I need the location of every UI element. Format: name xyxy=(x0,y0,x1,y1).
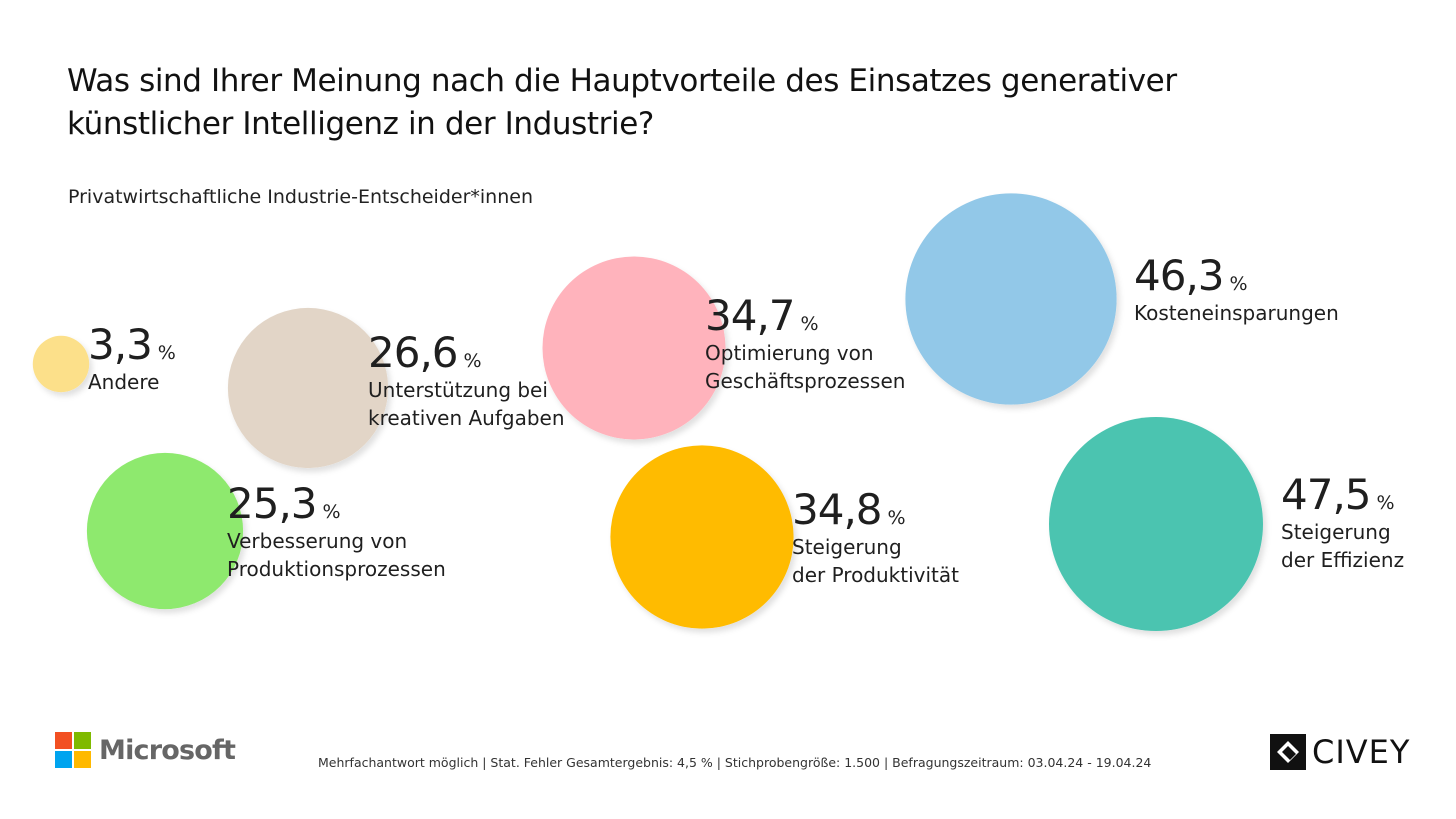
civey-mark-icon xyxy=(1270,734,1306,770)
microsoft-windows-icon xyxy=(55,732,91,768)
bubble-category: Verbesserung von Produktionsprozessen xyxy=(227,529,446,581)
bubble-category: Optimierung von Geschäftsprozessen xyxy=(705,341,906,393)
bubble-value-line: 34,7% xyxy=(705,293,905,339)
ms-square-red xyxy=(55,732,72,749)
bubble-5 xyxy=(86,452,244,610)
bubble-unit: % xyxy=(463,350,482,372)
bubble-label-5: 25,3% Verbesserung von Produktionsprozess… xyxy=(227,481,446,583)
bubble-label-6: 34,8% Steigerung der Produktivität xyxy=(792,487,959,589)
bubble-4 xyxy=(905,193,1117,405)
bubble-group xyxy=(32,193,1263,631)
chart-subtitle: Privatwirtschaftliche Industrie-Entschei… xyxy=(68,186,533,208)
bubble-category: Steigerung der Produktivität xyxy=(792,535,959,587)
bubble-1 xyxy=(32,335,90,393)
bubble-category: Andere xyxy=(88,370,160,394)
bubble-unit: % xyxy=(1229,273,1248,295)
bubble-value-line: 47,5% xyxy=(1281,472,1404,518)
bubble-value: 34,8 xyxy=(792,485,883,534)
civey-logo: CIVEY xyxy=(1270,733,1410,771)
bubble-unit: % xyxy=(800,313,819,335)
bubble-6 xyxy=(610,445,794,629)
title-line-1: Was sind Ihrer Meinung nach die Hauptvor… xyxy=(67,63,1177,99)
bubble-value-line: 34,8% xyxy=(792,487,959,533)
bubble-3 xyxy=(542,256,726,440)
bubble-value: 34,7 xyxy=(705,291,796,340)
bubble-value: 47,5 xyxy=(1281,470,1372,519)
bubble-category: Kosteneinsparungen xyxy=(1134,301,1339,325)
bubble-unit: % xyxy=(157,342,176,364)
bubble-label-3: 34,7% Optimierung von Geschäftsprozessen xyxy=(705,293,905,395)
bubble-label-4: 46,3% Kosteneinsparungen xyxy=(1134,253,1339,327)
bubble-value-line: 46,3% xyxy=(1134,253,1339,299)
bubble-label-1: 3,3% Andere xyxy=(88,322,176,396)
bubble-2 xyxy=(227,307,389,469)
bubble-value-line: 3,3% xyxy=(88,322,176,368)
bubble-unit: % xyxy=(1376,492,1395,514)
bubble-7 xyxy=(1049,417,1263,631)
civey-wordmark: CIVEY xyxy=(1312,733,1411,771)
bubble-value-line: 26,6% xyxy=(368,330,565,376)
bubble-category: Steigerung der Effizienz xyxy=(1281,520,1405,572)
bubble-label-2: 26,6% Unterstützung bei kreativen Aufgabe… xyxy=(368,330,565,432)
bubble-category: Unterstützung bei kreativen Aufgaben xyxy=(368,378,565,430)
bubble-unit: % xyxy=(322,501,341,523)
bubble-value-line: 25,3% xyxy=(227,481,446,527)
methodology-note: Mehrfachantwort möglich | Stat. Fehler G… xyxy=(318,755,1152,770)
bubble-value: 3,3 xyxy=(88,320,153,369)
chart-title: Was sind Ihrer Meinung nach die Hauptvor… xyxy=(67,60,1217,146)
bubble-unit: % xyxy=(887,507,906,529)
bubble-value: 46,3 xyxy=(1134,251,1225,300)
bubble-label-7: 47,5% Steigerung der Effizienz xyxy=(1281,472,1404,574)
microsoft-logo: Microsoft xyxy=(55,732,236,768)
microsoft-wordmark: Microsoft xyxy=(99,734,236,766)
bubble-value: 26,6 xyxy=(368,328,459,377)
ms-square-blue xyxy=(55,751,72,768)
bubble-value: 25,3 xyxy=(227,479,318,528)
ms-square-yellow xyxy=(74,751,91,768)
ms-square-green xyxy=(74,732,91,749)
title-line-2: künstlicher Intelligenz in der Industrie… xyxy=(67,106,654,142)
